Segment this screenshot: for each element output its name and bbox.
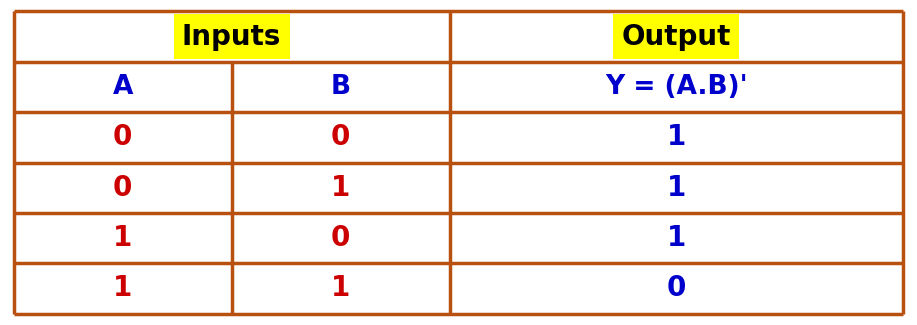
Bar bbox=[449, 162, 903, 213]
Bar bbox=[449, 213, 903, 263]
Text: B: B bbox=[331, 74, 350, 100]
Text: 1: 1 bbox=[331, 274, 350, 303]
Text: 0: 0 bbox=[331, 224, 350, 252]
Text: Output: Output bbox=[622, 22, 731, 51]
Text: 0: 0 bbox=[113, 123, 132, 151]
Bar bbox=[14, 162, 232, 213]
Bar bbox=[14, 263, 232, 314]
Text: 1: 1 bbox=[667, 224, 686, 252]
Bar bbox=[14, 213, 232, 263]
Bar bbox=[14, 112, 232, 162]
Text: 0: 0 bbox=[113, 174, 132, 202]
Text: 0: 0 bbox=[667, 274, 686, 303]
Text: Inputs: Inputs bbox=[182, 22, 282, 51]
Bar bbox=[232, 263, 449, 314]
Bar bbox=[14, 11, 903, 62]
Text: 1: 1 bbox=[667, 123, 686, 151]
Bar bbox=[232, 62, 449, 112]
Bar bbox=[449, 263, 903, 314]
Bar bbox=[232, 162, 449, 213]
Bar bbox=[232, 112, 449, 162]
Bar bbox=[449, 112, 903, 162]
Text: A: A bbox=[113, 74, 133, 100]
Bar bbox=[14, 62, 232, 112]
Text: 1: 1 bbox=[113, 274, 132, 303]
Bar bbox=[232, 213, 449, 263]
Bar bbox=[449, 62, 903, 112]
Text: 1: 1 bbox=[113, 224, 132, 252]
Text: 1: 1 bbox=[667, 174, 686, 202]
Text: 0: 0 bbox=[331, 123, 350, 151]
Text: Y = (A.B)': Y = (A.B)' bbox=[605, 74, 747, 100]
Text: 1: 1 bbox=[331, 174, 350, 202]
